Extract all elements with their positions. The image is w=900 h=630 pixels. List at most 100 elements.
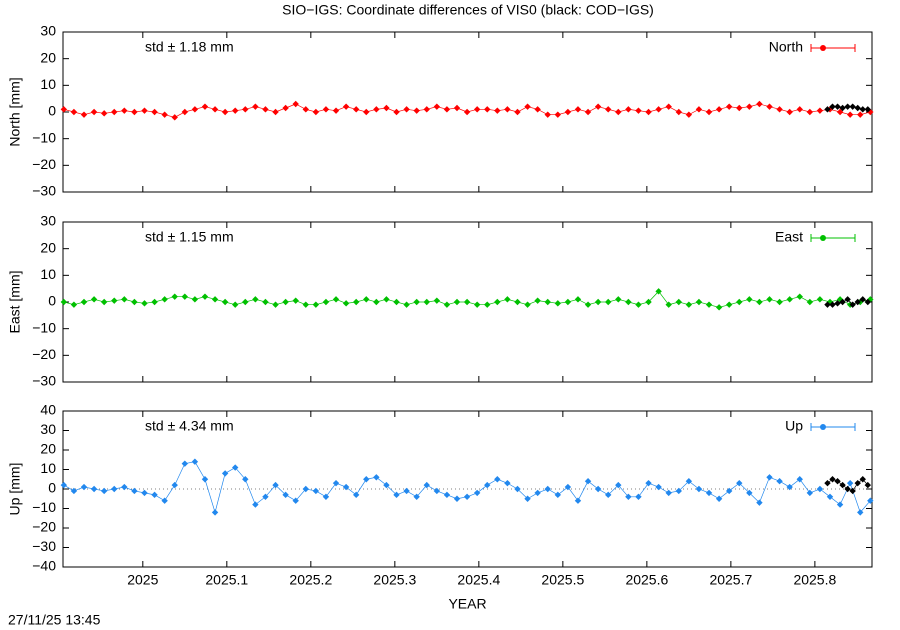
data-point [393,108,400,116]
data-point [695,298,703,306]
data-point [423,106,430,113]
data-point [191,106,199,113]
data-point [252,501,259,508]
data-point [859,476,866,483]
data-point [594,485,602,493]
data-point [645,108,652,116]
data-point [393,298,400,306]
data-point [161,111,168,118]
data-point [191,458,199,465]
data-point [90,485,98,493]
data-point [302,106,309,113]
data-point [70,301,78,308]
data-point [504,479,511,487]
data-point [363,108,370,116]
data-point [60,481,68,489]
data-point [352,491,360,499]
timestamp: 27/11/25 13:45 [8,612,101,628]
data-point [836,296,844,303]
data-point [514,108,521,116]
y-tick-label: 10 [40,460,56,476]
data-point [849,103,856,110]
data-point [131,108,138,116]
annotation: std ± 1.15 mm [145,229,234,245]
x-tick-label: 2025 [127,572,158,588]
data-point [715,495,723,502]
y-tick-label: 20 [40,441,56,457]
data-point [181,460,189,467]
data-point [625,106,632,113]
y-tick-label: 10 [40,76,56,92]
series-line [63,461,871,514]
y-tick-label: −30 [32,373,56,389]
data-point [111,297,118,304]
data-point [524,495,531,502]
x-tick-label: 2025.3 [373,572,416,588]
data-point [151,108,158,116]
data-point [834,300,841,307]
y-tick-label: 20 [40,49,56,65]
data-point [826,493,834,500]
data-point [473,301,481,308]
y-tick-label: −20 [32,346,56,362]
data-point [705,108,713,116]
data-point [806,298,814,306]
data-point [413,493,420,500]
data-point [121,107,128,114]
data-point [846,111,854,118]
data-point [312,108,320,116]
data-point [90,296,98,303]
data-point [312,301,320,308]
data-point [736,298,743,306]
data-point [746,296,753,303]
data-point [849,301,856,308]
legend-label: Up [785,418,803,434]
data-point [60,298,68,306]
y-tick-label: 0 [48,103,56,119]
data-point [564,483,572,491]
data-point [796,106,803,113]
data-point [201,103,209,110]
data-point [403,106,410,113]
data-point [463,108,471,116]
data-point [352,106,360,113]
data-point [746,489,753,497]
data-point [824,479,831,487]
data-point [605,298,612,306]
data-point [201,476,209,483]
data-point [695,485,703,493]
data-point [534,106,541,113]
data-point [242,298,249,306]
data-point [292,497,299,504]
y-tick-label: −10 [32,499,56,515]
data-point [121,296,128,303]
data-point [725,487,733,495]
data-point [625,493,632,500]
data-point [473,489,481,497]
data-point [584,478,592,485]
y-axis-label: East [mm] [7,270,23,333]
data-point [403,301,410,308]
data-point [151,298,158,306]
data-point [171,114,178,121]
data-point [864,298,871,306]
data-point [635,107,642,114]
data-point [844,296,851,303]
data-point [665,103,672,110]
data-point [463,493,471,500]
y-tick-label: 30 [40,23,56,39]
data-point [675,487,682,495]
data-point [655,288,662,295]
data-point [625,298,632,306]
data-point [524,103,531,110]
data-point [584,108,592,116]
data-point [312,487,320,495]
data-point [766,103,773,110]
data-point [776,478,783,485]
data-point [839,104,846,112]
data-point [776,298,783,306]
chart-title: SIO−IGS: Coordinate differences of VIS0 … [282,2,654,18]
data-point [736,104,743,112]
data-point [181,293,189,300]
